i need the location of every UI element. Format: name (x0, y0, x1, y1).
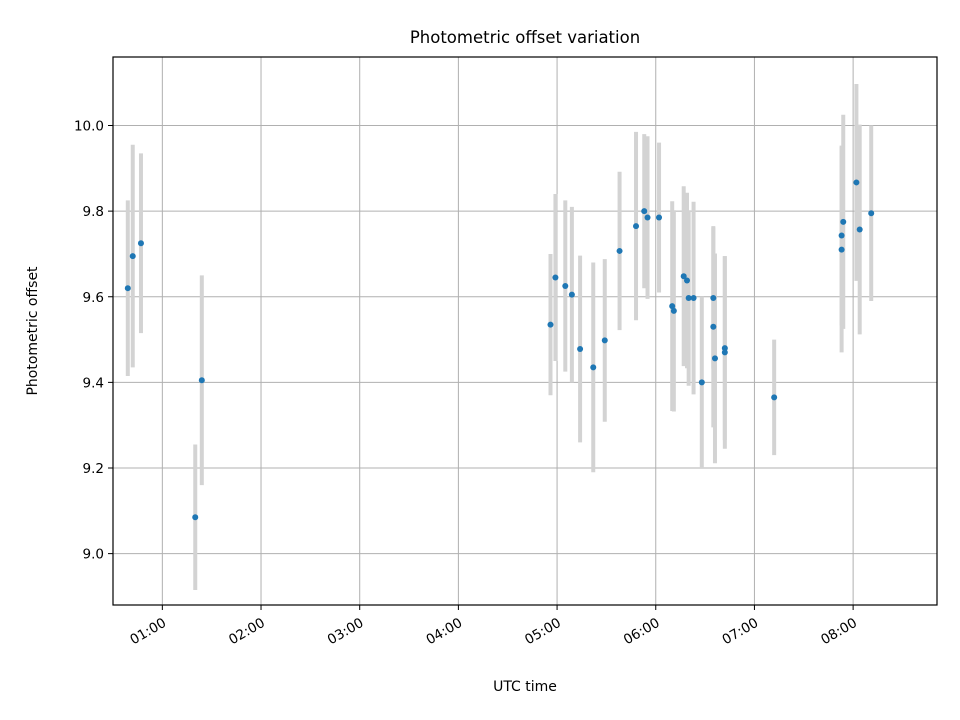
data-point (838, 246, 845, 253)
data-point (721, 345, 728, 352)
data-point (669, 303, 676, 310)
x-tick-label: 03:00 (325, 615, 367, 648)
data-point (644, 214, 651, 221)
data-point (198, 377, 205, 384)
data-point (856, 226, 863, 233)
x-tick-label: 07:00 (720, 615, 762, 648)
y-tick-label: 10.0 (74, 119, 104, 135)
x-tick-label: 01:00 (127, 615, 169, 648)
x-tick-label: 08:00 (818, 615, 860, 648)
data-point (562, 283, 569, 290)
tick-layer: 01:00 02:00 03:00 04:00 05:00 06:00 07:00 08:00… (74, 119, 860, 649)
data-point (670, 307, 677, 314)
data-point (547, 321, 554, 328)
data-point (853, 179, 860, 186)
data-point (684, 277, 691, 284)
y-tick-label: 9.4 (83, 375, 104, 391)
data-point (710, 323, 717, 330)
data-point (601, 337, 608, 344)
data-point (680, 273, 687, 280)
y-tick-label: 9.2 (83, 461, 104, 477)
data-point (721, 349, 728, 356)
data-point (641, 208, 648, 215)
x-axis-label: UTC time (493, 679, 557, 695)
data-point (552, 274, 559, 281)
data-point (192, 514, 199, 521)
y-tick-label: 9.6 (83, 290, 104, 306)
y-tick-label: 9.8 (83, 204, 104, 220)
grid-layer (113, 57, 937, 605)
data-point (568, 291, 575, 298)
data-point (698, 379, 705, 386)
chart-title: Photometric offset variation (410, 28, 640, 47)
x-tick-label: 06:00 (621, 615, 663, 648)
data-point (590, 364, 597, 371)
data-point (616, 247, 623, 254)
x-tick-label: 02:00 (226, 615, 268, 648)
data-point (771, 394, 778, 401)
point-layer (124, 179, 875, 521)
y-axis-label: Photometric offset (25, 266, 41, 396)
data-point (577, 345, 584, 352)
data-point (129, 253, 136, 260)
data-point (840, 218, 847, 225)
data-point (656, 214, 663, 221)
data-point (838, 232, 845, 239)
data-point (690, 295, 697, 302)
data-point (633, 223, 640, 230)
error-bar-layer (125, 83, 874, 591)
x-tick-label: 04:00 (423, 615, 465, 648)
data-point (137, 240, 144, 247)
data-point (124, 285, 131, 292)
data-point (868, 210, 875, 217)
x-tick-label: 05:00 (522, 615, 564, 648)
data-point (710, 295, 717, 302)
data-point (685, 295, 692, 302)
plot-frame (112, 56, 938, 606)
y-tick-label: 9.0 (83, 547, 104, 563)
data-point (711, 355, 718, 362)
